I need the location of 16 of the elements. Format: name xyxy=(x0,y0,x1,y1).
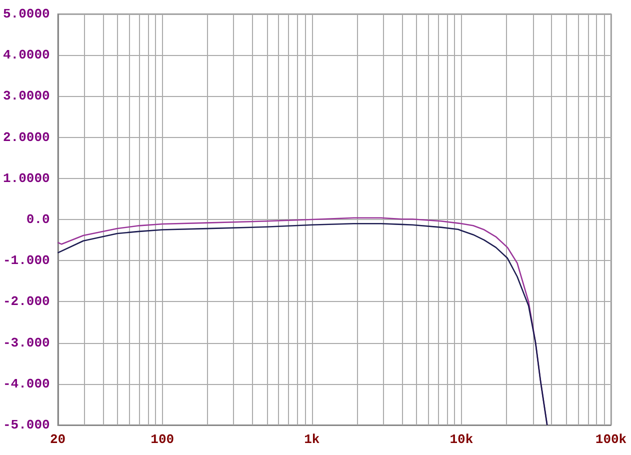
y-tick-label: 4.0000 xyxy=(2,48,50,63)
y-tick-label: -2.000 xyxy=(2,294,50,310)
y-tick-label: -1.000 xyxy=(2,253,50,268)
x-tick-label: 1k xyxy=(304,432,320,447)
y-tick-label: 3.0000 xyxy=(2,88,50,104)
y-tick-label: 5.0000 xyxy=(2,6,50,22)
y-tick-label: 1.0000 xyxy=(2,170,50,186)
x-tick-label: 100 xyxy=(150,432,174,447)
y-tick-label: -5.000 xyxy=(2,418,50,432)
y-tick-label: 2.0000 xyxy=(2,130,50,145)
y-tick-label: -3.000 xyxy=(2,335,50,350)
x-tick-label: 20 xyxy=(50,432,66,447)
x-tick-label: 10k xyxy=(450,432,474,447)
y-tick-label: -4.000 xyxy=(2,376,50,392)
y-tick-label: 0.0 xyxy=(26,212,50,227)
x-tick-label: 100k xyxy=(595,432,627,447)
